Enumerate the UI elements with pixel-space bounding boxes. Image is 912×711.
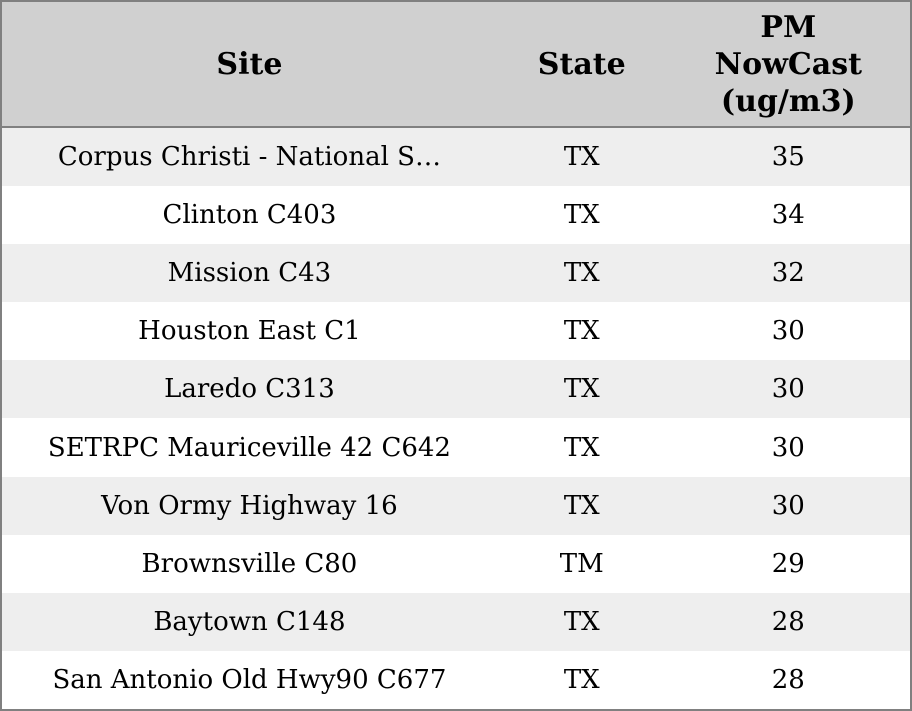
cell-site: Laredo C313 [164, 374, 335, 405]
table-row: Brownsville C80 TM 29 [2, 534, 910, 593]
cell-state: TX [563, 432, 600, 463]
cell-site: SETRPC Mauriceville 42 C642 [47, 432, 451, 463]
header-cell-state: State [537, 46, 626, 82]
cell-pm: 28 [771, 664, 805, 695]
cell-state: TX [563, 316, 600, 347]
cell-site: Von Ormy Highway 16 [101, 490, 398, 521]
cell-pm: 35 [771, 142, 805, 173]
cell-pm: 30 [771, 432, 805, 463]
table-row: Mission C43 TX 32 [2, 244, 910, 303]
cell-pm: 30 [771, 316, 805, 347]
table-row: San Antonio Old Hwy90 C677 TX 28 [2, 650, 910, 709]
table-header-row: Site State PM NowCast (ug/m3) [2, 2, 910, 128]
table-row: SETRPC Mauriceville 42 C642 TX 30 [2, 418, 910, 477]
cell-pm: 29 [771, 548, 805, 579]
header-cell-pm: PM NowCast (ug/m3) [667, 9, 910, 120]
table-body: Corpus Christi - National S… TX 35 Clint… [2, 128, 910, 709]
cell-state: TX [563, 142, 600, 173]
cell-pm: 32 [771, 258, 805, 289]
table-row: Houston East C1 TX 30 [2, 302, 910, 361]
cell-pm: 34 [771, 200, 805, 231]
cell-site: Corpus Christi - National S… [57, 142, 441, 173]
cell-state: TX [563, 490, 600, 521]
header-cell-pm-label: PM NowCast (ug/m3) [714, 9, 862, 119]
table-row: Laredo C313 TX 30 [2, 360, 910, 419]
cell-site: San Antonio Old Hwy90 C677 [52, 664, 447, 695]
cell-pm: 28 [771, 606, 805, 637]
table-row: Clinton C403 TX 34 [2, 186, 910, 245]
cell-state: TX [563, 258, 600, 289]
cell-state: TX [563, 200, 600, 231]
cell-site: Baytown C148 [153, 606, 346, 637]
table-row: Baytown C148 TX 28 [2, 592, 910, 651]
cell-state: TX [563, 664, 600, 695]
cell-state: TX [563, 606, 600, 637]
cell-pm: 30 [771, 490, 805, 521]
cell-pm: 30 [771, 374, 805, 405]
cell-state: TM [559, 548, 604, 579]
table-row: Corpus Christi - National S… TX 35 [2, 128, 910, 187]
cell-site: Brownsville C80 [141, 548, 358, 579]
cell-site: Mission C43 [167, 258, 332, 289]
header-cell-site: Site [216, 46, 283, 82]
cell-site: Clinton C403 [162, 200, 337, 231]
cell-site: Houston East C1 [138, 316, 361, 347]
cell-state: TX [563, 374, 600, 405]
table-row: Von Ormy Highway 16 TX 30 [2, 476, 910, 535]
